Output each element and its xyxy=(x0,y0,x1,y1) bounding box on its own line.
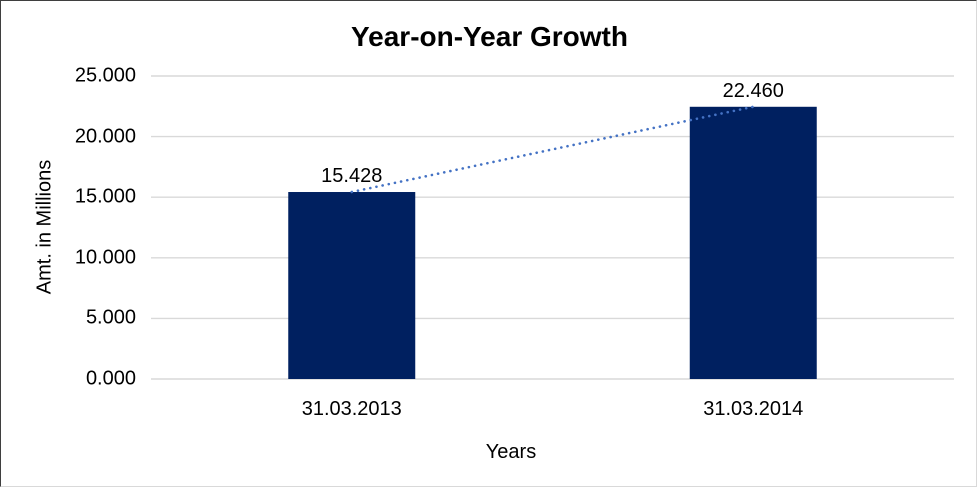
y-axis-title: Amt. in Millions xyxy=(33,159,56,295)
data-label: 15.428 xyxy=(321,165,383,187)
data-label: 22.460 xyxy=(722,79,784,102)
y-tick-label: 10.000 xyxy=(74,246,136,269)
y-tick-label: 15.000 xyxy=(74,185,136,208)
bar-31.03.2013 xyxy=(288,192,416,379)
y-tick-label: 5.000 xyxy=(85,306,136,329)
y-tick-label: 0.000 xyxy=(85,367,136,390)
bar-31.03.2014 xyxy=(689,106,817,380)
y-tick-label: 20.000 xyxy=(74,125,136,148)
chart-title: Year-on-Year Growth xyxy=(351,21,628,52)
y-tick-label: 25.000 xyxy=(74,64,136,87)
x-tick-label: 31.03.2014 xyxy=(703,398,804,420)
x-tick-label: 31.03.2013 xyxy=(301,398,402,420)
trendline xyxy=(350,105,755,194)
x-axis-title: Years xyxy=(485,441,537,463)
